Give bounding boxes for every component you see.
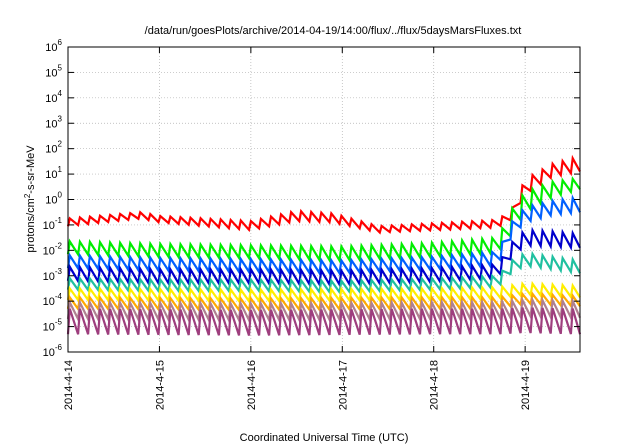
x-tick-label: 2014-4-16	[246, 360, 258, 410]
y-tick-label: 106	[45, 38, 62, 54]
y-tick-label: 10-1	[43, 216, 63, 232]
series-line-5	[66, 280, 581, 305]
y-axis-label-post: -s-sr-MeV	[25, 145, 37, 194]
ticks	[67, 46, 580, 353]
y-axis-label: protons/cm2-s-sr-MeV	[23, 145, 37, 253]
series-line-0	[66, 154, 581, 235]
x-tick-label: 2014-4-19	[520, 360, 532, 410]
series-line-4	[66, 250, 581, 296]
x-tick-labels: 2014-4-14 2014-4-15 2014-4-16 2014-4-17 2014…	[63, 360, 532, 410]
series-line-1	[66, 175, 581, 264]
y-tick-label: 10-4	[43, 292, 63, 308]
y-tick-label: 105	[45, 63, 62, 79]
series-group	[66, 154, 582, 336]
chart-title: /data/run/goesPlots/archive/2014-04-19/1…	[145, 25, 522, 37]
y-tick-label: 10-2	[43, 241, 63, 257]
series-line-6	[66, 291, 581, 313]
x-tick-label: 2014-4-15	[154, 360, 166, 410]
y-tick-label: 100	[45, 191, 62, 207]
y-tick-label: 104	[45, 89, 62, 105]
y-tick-label: 103	[45, 114, 62, 130]
x-axis-label: Coordinated Universal Time (UTC)	[240, 432, 409, 444]
series-line-7	[66, 296, 582, 325]
series-line-8	[66, 307, 582, 336]
x-tick-label: 2014-4-14	[63, 360, 75, 410]
y-tick-label: 10-3	[43, 267, 63, 283]
y-tick-label: 10-5	[43, 318, 63, 334]
y-tick-label: 102	[45, 140, 62, 156]
x-tick-label: 2014-4-18	[429, 360, 441, 410]
series-line-3	[66, 226, 581, 288]
x-tick-label: 2014-4-17	[337, 360, 349, 410]
y-tick-label: 101	[45, 165, 62, 181]
y-axis-label-pre: protons/cm	[25, 198, 37, 252]
y-axis-label-sup: 2	[23, 193, 32, 198]
y-tick-labels: 10-6 10-5 10-4 10-3 10-2 10-1 100 101 102 103 104 1…	[43, 38, 63, 359]
series-line-2	[66, 194, 581, 277]
y-tick-label: 10-6	[43, 343, 63, 359]
